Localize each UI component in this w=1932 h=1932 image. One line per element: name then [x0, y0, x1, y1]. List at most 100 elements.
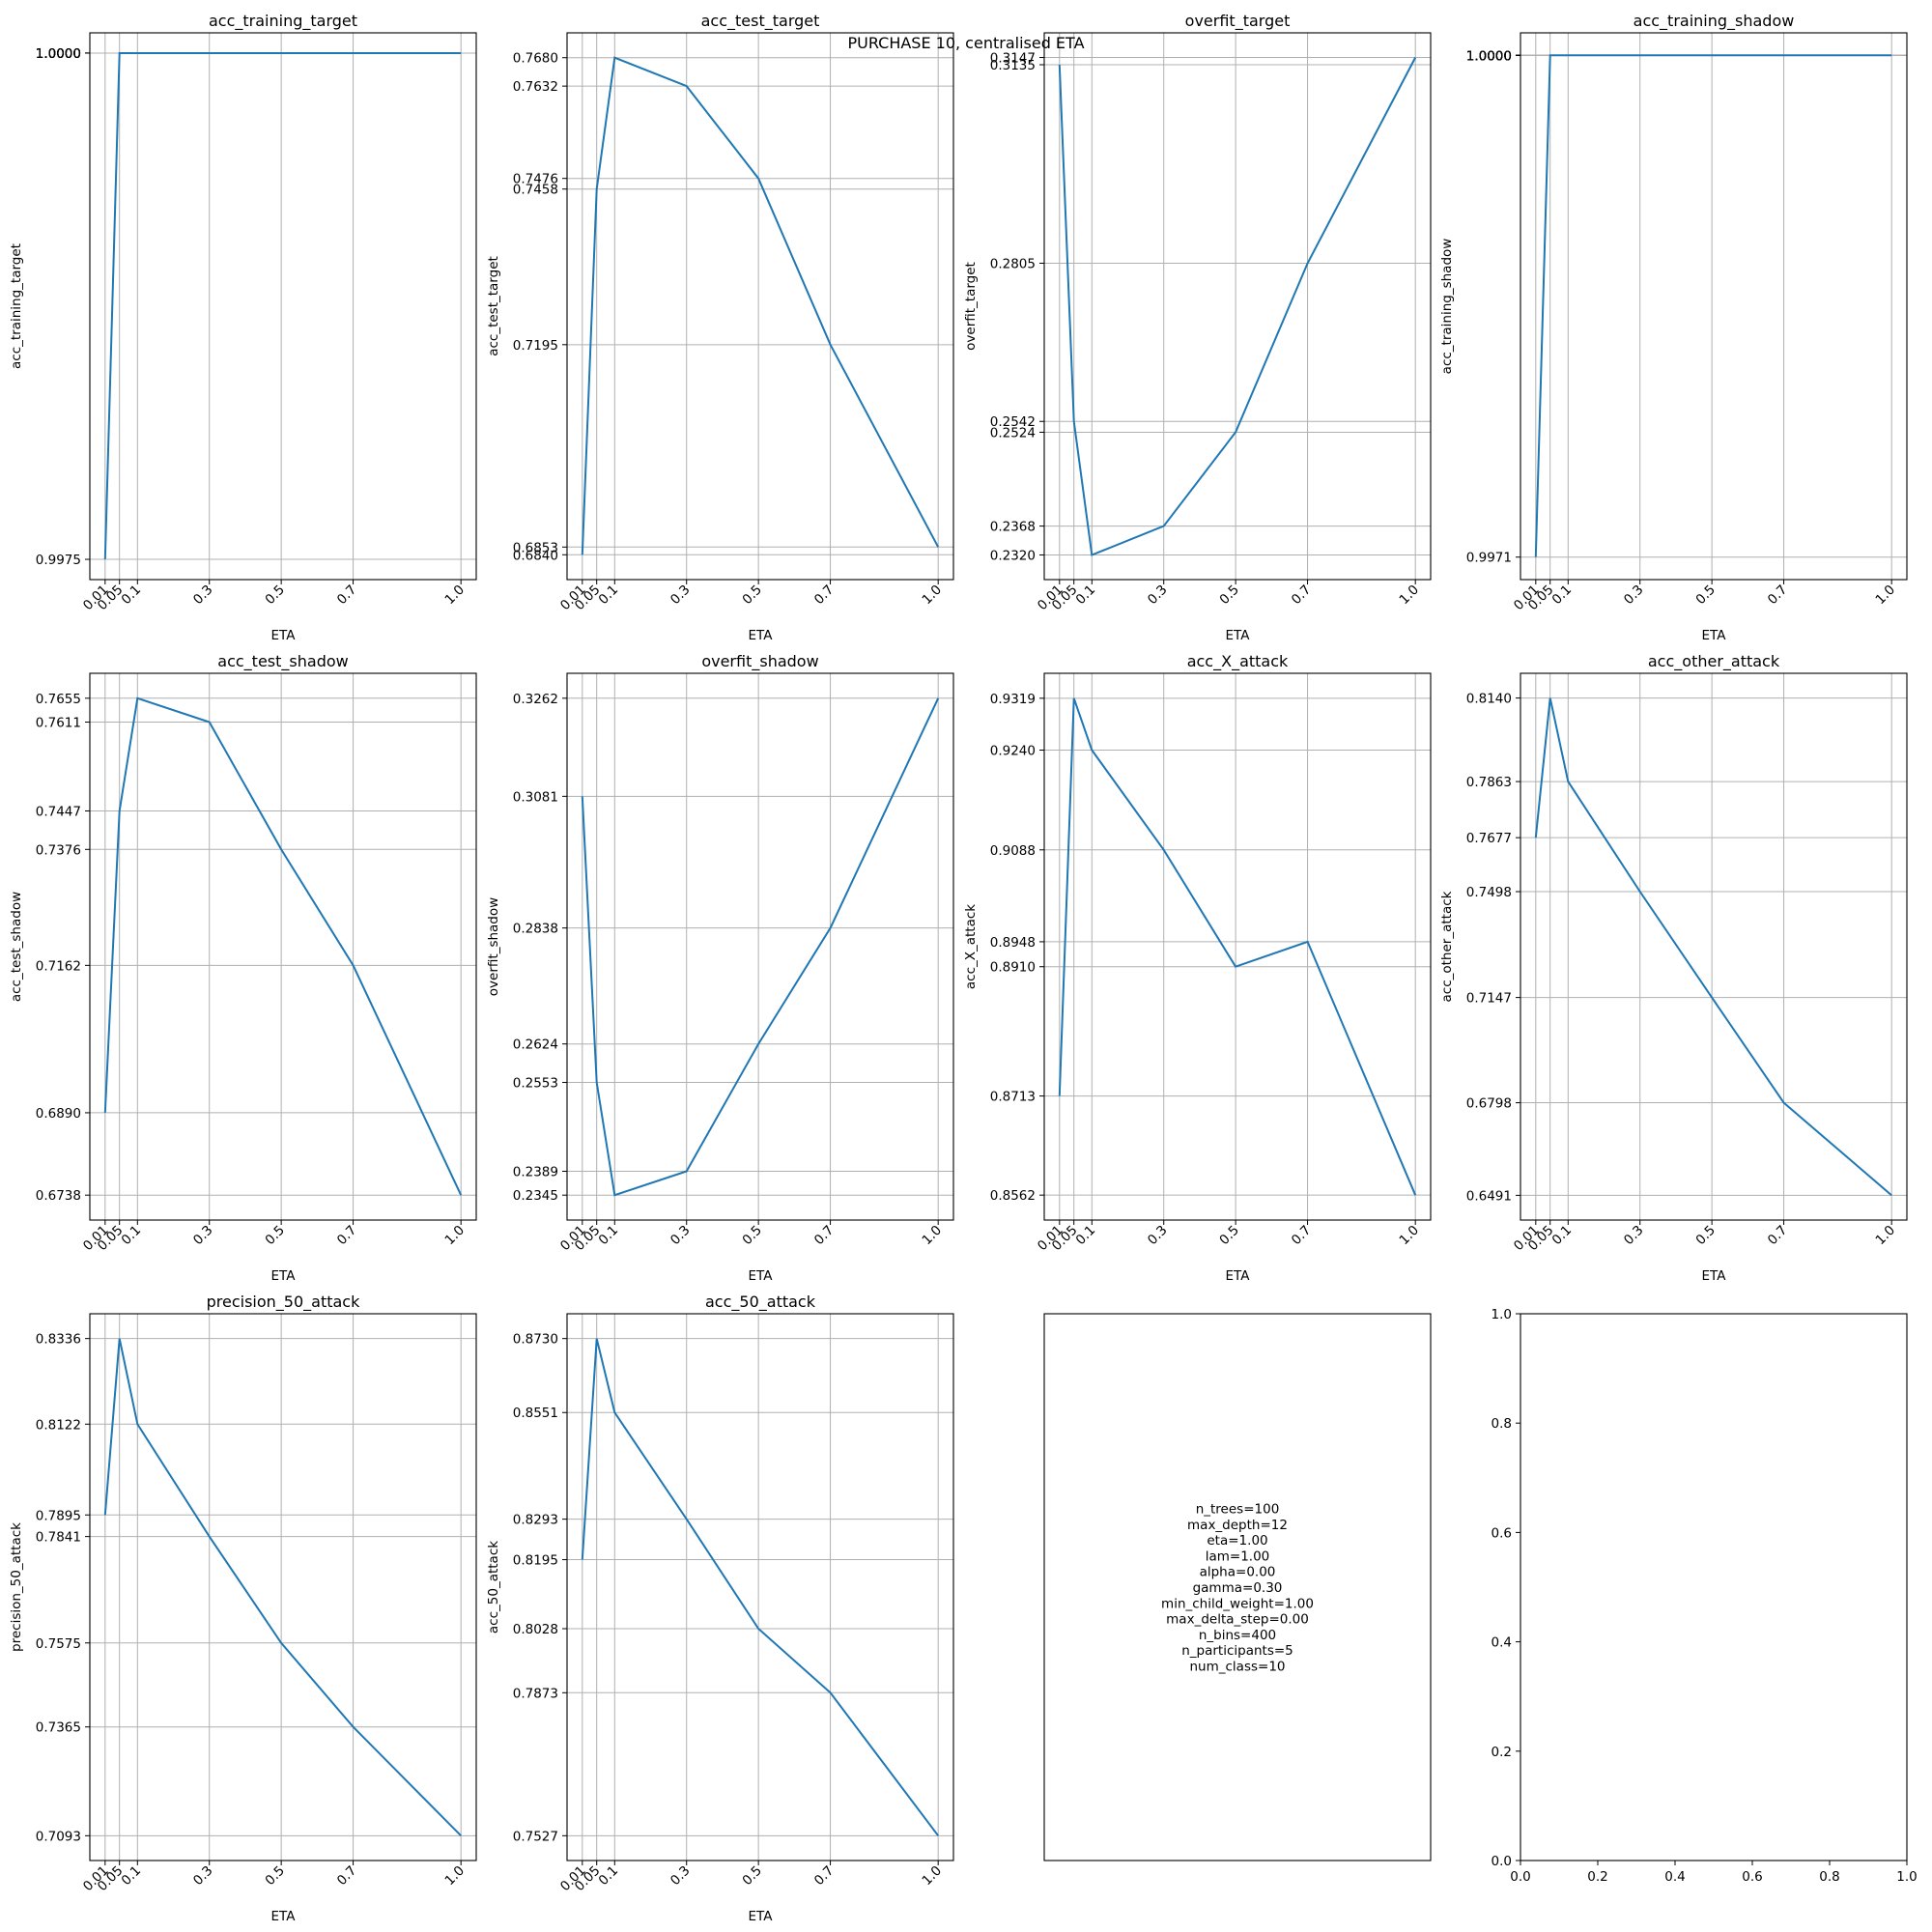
y-tick-label: 0.7655: [36, 692, 81, 707]
y-tick-label: 0.0: [1492, 1854, 1512, 1869]
subplot-12: 0.0 0.2 0.4 0.6 0.8 1.0 0.0 0.2 0.4 0.6 0.8 1.0: [1492, 1307, 1918, 1885]
x-tick-label: 0.5: [739, 1863, 765, 1889]
y-axis-label: acc_other_attack: [1439, 891, 1455, 1002]
subplot-4: acc_training_shadow1.00001.00001.00001.0…: [1439, 12, 1908, 643]
y-tick-label: 0.6840: [513, 548, 558, 563]
x-tick-label: 0.5: [1692, 1223, 1719, 1249]
y-tick-label: 0.3135: [990, 58, 1036, 73]
y-tick-label: 0.2389: [513, 1165, 558, 1180]
y-tick-label: 0.7677: [1466, 831, 1512, 846]
subplot-9: precision_50_attack 0.8336 0.8122 0.7895 0.7…: [9, 1293, 477, 1924]
y-axis-label: overfit_target: [963, 262, 979, 351]
y-tick-label: 0.7093: [36, 1829, 81, 1844]
axes-frame: [1043, 32, 1432, 581]
subplot-6: overfit_shadow 0.3262 0.3081 0.2838 0.2624 0.…: [486, 652, 954, 1284]
y-tick-label: 0.7147: [1466, 991, 1512, 1007]
y-axis-label: acc_test_target: [486, 256, 501, 356]
x-axis-label: ETA: [271, 1909, 297, 1924]
subplot-title: overfit_shadow: [701, 652, 818, 671]
y-tick-label: 0.7575: [36, 1636, 81, 1652]
subplot-5: acc_test_shadow 0.7655 0.7611 0.7447 0.7376 0…: [9, 652, 477, 1284]
x-tick-label: 0.5: [739, 1223, 765, 1249]
param-line: n_participants=5: [1181, 1643, 1293, 1659]
y-tick-label: 0.8562: [990, 1188, 1036, 1204]
y-tick-label: 0.7895: [36, 1508, 81, 1523]
param-line: max_depth=12: [1187, 1518, 1288, 1533]
x-axis-label: ETA: [749, 1909, 774, 1924]
axes-frame: [1520, 1313, 1908, 1861]
y-tick-label: 1.0000: [1466, 48, 1512, 64]
x-tick-label: 0.1: [1073, 582, 1099, 609]
subplot-title: precision_50_attack: [207, 1293, 360, 1312]
x-tick-label: 1.0: [920, 1863, 946, 1889]
x-tick-label: 0.7: [1765, 582, 1791, 609]
y-tick-label: 0.6853: [513, 540, 558, 555]
y-tick-label: 0.8028: [513, 1622, 558, 1637]
param-line: eta=1.00: [1207, 1533, 1267, 1548]
y-axis-label: acc_training_shadow: [1439, 239, 1455, 375]
x-tick-label: 0.7: [811, 1863, 838, 1889]
x-tick-label: 0.0: [1510, 1869, 1530, 1885]
y-tick-label: 0.2624: [513, 1037, 558, 1053]
y-tick-label: 0.7162: [36, 958, 81, 974]
subplot-1: acc_training_target1.00001.00001.00001.0…: [9, 12, 477, 643]
x-tick-label: 1.0: [1397, 582, 1423, 609]
x-tick-label: 1.0: [442, 1223, 469, 1249]
x-tick-label: 0.7: [1289, 1223, 1315, 1249]
x-tick-label: 0.3: [1621, 582, 1647, 609]
x-tick-label: 0.5: [739, 582, 765, 609]
subplot-10: acc_50_attack 0.8730 0.8551 0.8293 0.8195 0.8…: [486, 1293, 954, 1924]
x-tick-label: 1.0: [920, 1223, 946, 1249]
x-tick-label: 0.2: [1587, 1869, 1607, 1885]
subplot-title: acc_50_attack: [705, 1293, 816, 1312]
y-tick-label: 0.7458: [513, 183, 558, 198]
x-tick-label: 0.3: [190, 582, 216, 609]
x-tick-label: 1.0: [1397, 1223, 1423, 1249]
y-tick-label: 0.8195: [513, 1553, 558, 1569]
x-tick-label: 0.3: [1145, 582, 1171, 609]
x-tick-label: 0.1: [596, 582, 622, 609]
x-tick-label: 0.5: [1216, 1223, 1242, 1249]
y-tick-label: 0.2553: [513, 1076, 558, 1092]
y-tick-label: 1.0000: [1466, 48, 1512, 64]
x-tick-label: 1.0: [442, 582, 469, 609]
x-tick-label: 1.0: [442, 1863, 469, 1889]
x-tick-label: 0.4: [1664, 1869, 1685, 1885]
y-tick-label: 0.7527: [513, 1829, 558, 1844]
y-tick-label: 1.0000: [36, 46, 81, 62]
x-tick-label: 0.7: [1765, 1223, 1791, 1249]
x-tick-label: 1.0: [1873, 1223, 1899, 1249]
x-tick-label: 0.3: [1145, 1223, 1171, 1249]
x-tick-label: 0.5: [1216, 582, 1242, 609]
y-tick-label: 0.7376: [36, 842, 81, 858]
axes-frame: [1043, 1313, 1432, 1861]
y-tick-label: 0.9240: [990, 743, 1036, 758]
series-line: [1058, 697, 1417, 1196]
x-axis-label: ETA: [1226, 1268, 1251, 1284]
y-axis-label: acc_training_target: [9, 243, 24, 369]
x-tick-label: 0.7: [334, 582, 360, 609]
x-axis-label: ETA: [749, 628, 774, 643]
y-tick-label: 0.7498: [1466, 885, 1512, 900]
axes-frame: [1043, 672, 1432, 1221]
param-line: n_bins=400: [1199, 1628, 1276, 1643]
y-tick-label: 0.7873: [513, 1686, 558, 1701]
y-tick-label: 0.9319: [990, 692, 1036, 707]
x-tick-label: 0.1: [119, 1223, 145, 1249]
x-tick-label: 0.6: [1742, 1869, 1762, 1885]
x-axis-label: ETA: [1702, 628, 1727, 643]
x-tick-label: 1.0: [1873, 582, 1899, 609]
param-line: lam=1.00: [1206, 1548, 1270, 1564]
y-tick-label: 0.7365: [36, 1720, 81, 1736]
axes-frame: [89, 1313, 477, 1861]
axes-frame: [89, 32, 477, 581]
y-tick-label: 0.7447: [36, 804, 81, 819]
x-tick-label: 0.1: [1073, 1223, 1099, 1249]
x-tick-label: 0.3: [668, 582, 694, 609]
x-tick-label: 0.1: [1549, 582, 1576, 609]
subplot-title: acc_other_attack: [1648, 652, 1780, 671]
param-line: alpha=0.00: [1200, 1565, 1276, 1580]
y-tick-label: 0.7632: [513, 79, 558, 95]
x-tick-label: 0.1: [1549, 1223, 1576, 1249]
